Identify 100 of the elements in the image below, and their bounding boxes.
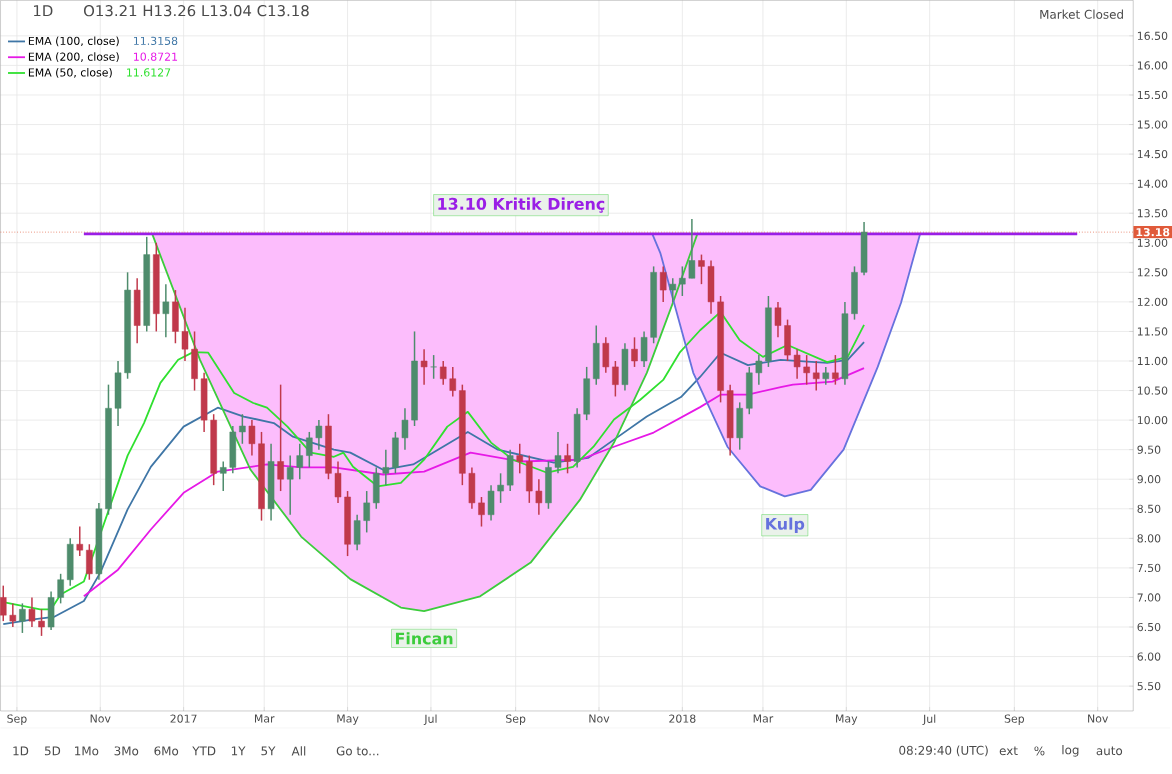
text: 1Y — [231, 746, 246, 756]
x-tick-label: May — [337, 714, 359, 725]
candlestick — [535, 478, 543, 516]
text: 3Mo — [114, 746, 139, 756]
candlestick — [564, 443, 571, 475]
text: 6Mo — [154, 746, 179, 756]
candlestick — [239, 413, 246, 445]
y-tick-label: 13.50 — [1137, 209, 1168, 218]
candlestick — [315, 419, 323, 451]
candlestick — [363, 490, 370, 534]
x-tick-label: 2017 — [170, 714, 197, 723]
x-tick-label: Nov — [90, 714, 111, 723]
candlestick — [439, 360, 447, 386]
annotation: 11.3158 — [134, 36, 178, 46]
candlestick — [793, 348, 801, 380]
line-series — [82, 367, 865, 598]
candlestick — [286, 454, 294, 516]
candlestick — [57, 573, 64, 605]
candlestick — [277, 383, 284, 492]
candlestick — [449, 366, 457, 398]
candlestick — [640, 330, 648, 368]
y-tick-label: 11.50 — [1137, 327, 1168, 336]
ref-line-label: 13.18 — [1136, 228, 1170, 237]
text: auto — [1096, 746, 1123, 756]
candlestick — [832, 354, 839, 386]
candlestick — [28, 596, 36, 628]
text: 08:29:40 (UTC) — [899, 745, 988, 757]
x-tick-label: Jul — [922, 714, 936, 726]
x-tick-label: Nov — [589, 714, 610, 723]
text: All — [291, 746, 306, 756]
legend-label: EMA (50, close) — [28, 68, 112, 78]
y-tick-label: 7.50 — [1137, 563, 1161, 573]
y-tick-label: 15.50 — [1137, 90, 1168, 100]
x-tick-label: Sep — [1004, 714, 1025, 725]
annotation: 10.8721 — [134, 52, 178, 61]
text: YTD — [192, 746, 216, 756]
chart-title: 1D — [33, 5, 53, 17]
candlestick — [679, 265, 686, 297]
y-tick-label: 14.50 — [1137, 150, 1168, 159]
candlestick — [659, 265, 667, 303]
series-label: 13.10 Kritik Direnç — [438, 197, 605, 213]
candlestick — [497, 472, 504, 504]
x-tick-label: Jul — [423, 714, 437, 726]
candlestick — [420, 348, 428, 386]
legend-label: EMA (100, close) — [28, 36, 119, 47]
y-tick-label: 13.00 — [1137, 238, 1168, 247]
candlestick — [688, 218, 696, 280]
candlestick — [698, 253, 705, 285]
candlestick — [353, 514, 361, 551]
x-tick-label: Nov — [1088, 714, 1109, 723]
candlestick — [612, 360, 619, 398]
text: ext — [999, 746, 1018, 756]
candlestick — [669, 277, 677, 303]
y-tick-label: 8.50 — [1137, 504, 1161, 514]
x-tick-label: 2018 — [669, 714, 696, 723]
y-tick-label: 10.00 — [1137, 416, 1168, 425]
y-tick-label: 11.00 — [1137, 356, 1168, 366]
x-tick-label: Mar — [254, 714, 275, 723]
candlestick — [554, 431, 562, 475]
x-tick-label: Sep — [506, 714, 526, 725]
y-tick-label: 12.00 — [1137, 297, 1168, 307]
candlestick — [755, 354, 763, 386]
y-tick-label: 5.50 — [1137, 682, 1161, 691]
series-label: Fincan — [395, 632, 453, 645]
y-tick-label: 6.50 — [1137, 622, 1161, 632]
y-tick-label: 9.00 — [1137, 475, 1161, 484]
x-tick-label: Sep — [7, 714, 27, 725]
candlestick — [296, 443, 304, 481]
candlestick — [219, 460, 227, 492]
candlestick — [774, 301, 782, 339]
y-tick-label: 6.00 — [1137, 652, 1161, 661]
text: 5Y — [261, 746, 276, 756]
candlestick — [478, 496, 485, 528]
candlestick — [803, 354, 810, 386]
candlestick — [382, 449, 390, 486]
text: 1D — [13, 746, 29, 756]
candlestick — [9, 602, 17, 628]
candlestick — [401, 407, 409, 451]
x-tick-label: May — [836, 714, 858, 725]
candlestick — [248, 419, 256, 457]
candlestick — [631, 336, 638, 368]
legend-label: EMA (200, close) — [28, 52, 119, 63]
y-tick-label: 15.00 — [1137, 120, 1168, 129]
candlestick — [516, 443, 523, 475]
annotation: 11.6127 — [127, 68, 171, 77]
candlestick — [19, 602, 26, 634]
y-tick-label: 7.00 — [1137, 593, 1161, 602]
candlestick — [38, 608, 45, 637]
text: % — [1034, 746, 1045, 756]
candlestick — [334, 460, 342, 504]
y-tick-label: 14.00 — [1137, 179, 1168, 188]
y-tick-label: 12.50 — [1137, 268, 1168, 277]
candlestick — [812, 360, 820, 392]
candlestick — [0, 584, 7, 622]
candlestick — [86, 543, 93, 581]
text: 5D — [44, 746, 61, 756]
candlestick — [76, 525, 84, 557]
series-label: Kulp — [766, 517, 805, 533]
x-tick-label: Mar — [753, 714, 774, 723]
text: Go to... — [336, 746, 379, 756]
